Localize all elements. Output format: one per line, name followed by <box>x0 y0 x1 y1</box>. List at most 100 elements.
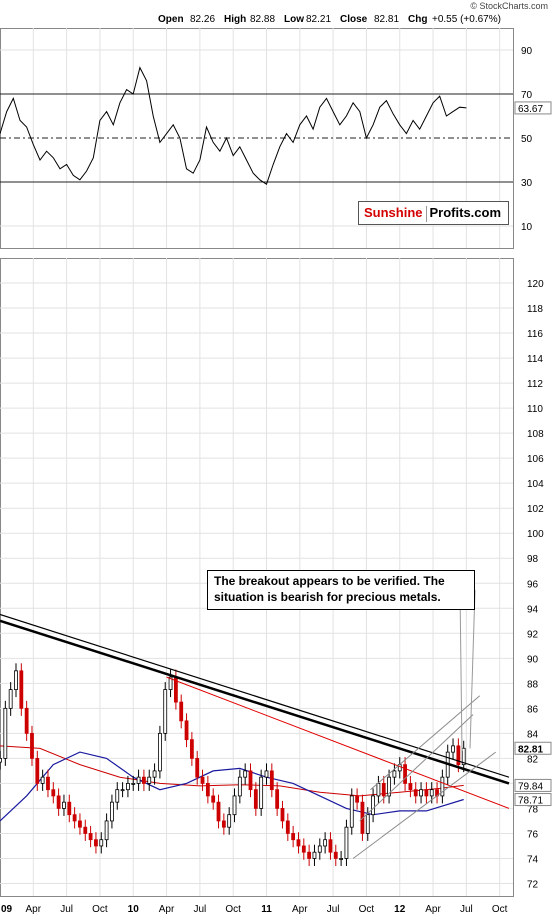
candle-body-73 <box>387 776 391 797</box>
logo-part-profits: Profits.com <box>429 205 502 220</box>
candle-body-3 <box>14 670 18 690</box>
candle-body-60 <box>317 845 322 853</box>
candle-body-12 <box>62 801 66 809</box>
candle-body-6 <box>30 732 34 759</box>
price-tick-label-98: 98 <box>527 554 539 565</box>
x-tick-label-11: Oct <box>359 904 375 915</box>
candle-body-27 <box>142 776 146 784</box>
price-tick-label-102: 102 <box>527 504 544 515</box>
price-tick-label-108: 108 <box>527 429 544 440</box>
candle-body-31 <box>163 689 168 734</box>
x-tick-label-12: 12 <box>394 904 406 915</box>
watermark: © StockCharts.com <box>470 1 548 11</box>
candle-body-43 <box>227 814 232 828</box>
candle-body-61 <box>323 839 328 847</box>
price-tick-label-88: 88 <box>527 679 539 690</box>
x-tick-label-13: Apr <box>425 904 441 915</box>
sunshine-profits-logo: Sunshine Profits.com <box>358 201 509 225</box>
candle-body-11 <box>56 795 61 809</box>
candle-body-52 <box>275 789 280 809</box>
candle-body-13 <box>67 801 72 816</box>
candle-body-39 <box>205 783 210 797</box>
candle-body-56 <box>296 839 301 847</box>
candle-body-10 <box>51 789 56 797</box>
rsi-tick-label-70: 70 <box>521 90 533 101</box>
candle-body-67 <box>355 795 360 803</box>
candle-body-4 <box>19 670 24 709</box>
x-tick-label-0: 09 <box>1 904 13 915</box>
candle-body-69 <box>365 814 370 834</box>
price-tick-label-96: 96 <box>527 579 539 590</box>
candle-body-64 <box>339 858 344 860</box>
candle-body-23 <box>120 789 125 792</box>
last-price-label: 82.81 <box>518 744 543 755</box>
annotation-pointer-2 <box>459 589 463 751</box>
price-tick-label-110: 110 <box>527 404 543 415</box>
chg-value: +0.55 (+0.67%) <box>432 14 501 25</box>
candle-body-70 <box>371 795 375 816</box>
price-tick-label-114: 114 <box>527 354 543 365</box>
candle-body-25 <box>131 783 136 785</box>
price-tick-label-116: 116 <box>527 329 543 340</box>
price-tick-label-92: 92 <box>527 629 539 640</box>
rsi-line <box>0 66 467 185</box>
price-tick-label-120: 120 <box>527 279 544 290</box>
x-tick-label-2: Jul <box>60 904 73 915</box>
price-tick-label-104: 104 <box>527 479 544 490</box>
candle-body-29 <box>152 770 157 778</box>
candle-body-7 <box>35 757 40 784</box>
ma-long-value-label-box <box>514 793 552 807</box>
ohlc-header: Open 82.26 High 82.88 Low 82.21 Close 82… <box>158 14 501 25</box>
candle-body-42 <box>221 820 226 828</box>
price-tick-label-76: 76 <box>527 829 539 840</box>
candle-body-58 <box>307 851 312 859</box>
candle-body-63 <box>333 851 338 859</box>
price-tick-label-78: 78 <box>527 804 539 815</box>
candle-body-8 <box>40 776 45 784</box>
grey-channel-lower <box>352 751 496 859</box>
candle-body-79 <box>419 789 423 797</box>
annotation-pointer <box>469 589 476 749</box>
candle-body-35 <box>184 720 189 741</box>
candle-body-30 <box>157 732 162 772</box>
x-tick-label-5: Apr <box>159 904 175 915</box>
open-label: Open <box>158 14 184 25</box>
x-tick-label-8: 11 <box>261 904 272 915</box>
candle-body-59 <box>312 851 317 859</box>
candle-body-26 <box>136 776 141 784</box>
price-tick-label-86: 86 <box>527 704 539 715</box>
candle-body-74 <box>392 770 397 778</box>
candle-body-72 <box>381 783 386 797</box>
candle-body-48 <box>253 789 258 809</box>
candle-body-51 <box>269 770 274 791</box>
rsi-tick-label-90: 90 <box>521 46 533 57</box>
annotation-box: The breakout appears to be verified. The… <box>207 570 475 610</box>
candle-body-40 <box>211 795 216 803</box>
candle-body-22 <box>115 789 120 803</box>
candle-body-21 <box>110 801 114 822</box>
rsi-last-value-box <box>514 101 552 115</box>
candle-body-65 <box>344 826 349 859</box>
logo-separator <box>425 205 427 222</box>
price-tick-label-72: 72 <box>527 879 539 890</box>
grey-channel-middle <box>359 714 474 822</box>
price-tick-label-82: 82 <box>527 754 539 765</box>
candle-body-34 <box>179 701 184 722</box>
candle-body-0 <box>0 757 2 763</box>
candle-body-14 <box>72 814 77 822</box>
ma-short-value-label-box <box>514 778 552 792</box>
last-price-label-box <box>514 741 552 755</box>
low-label: Low <box>284 14 304 25</box>
candle-body-71 <box>376 783 381 797</box>
rsi-tick-label-50: 50 <box>521 134 533 145</box>
candle-body-24 <box>126 783 130 791</box>
red-declining-line <box>166 676 510 809</box>
candle-body-18 <box>94 839 98 847</box>
high-value: 82.88 <box>250 14 275 25</box>
candle-body-45 <box>237 776 242 797</box>
price-tick-label-100: 100 <box>527 529 544 540</box>
x-axis: 09 Apr Jul Oct 10 Apr Jul Oct 11 Apr Jul Oct 12 Apr Ju… <box>1 904 508 915</box>
candle-body-44 <box>232 795 237 816</box>
candle-body-54 <box>285 820 290 834</box>
